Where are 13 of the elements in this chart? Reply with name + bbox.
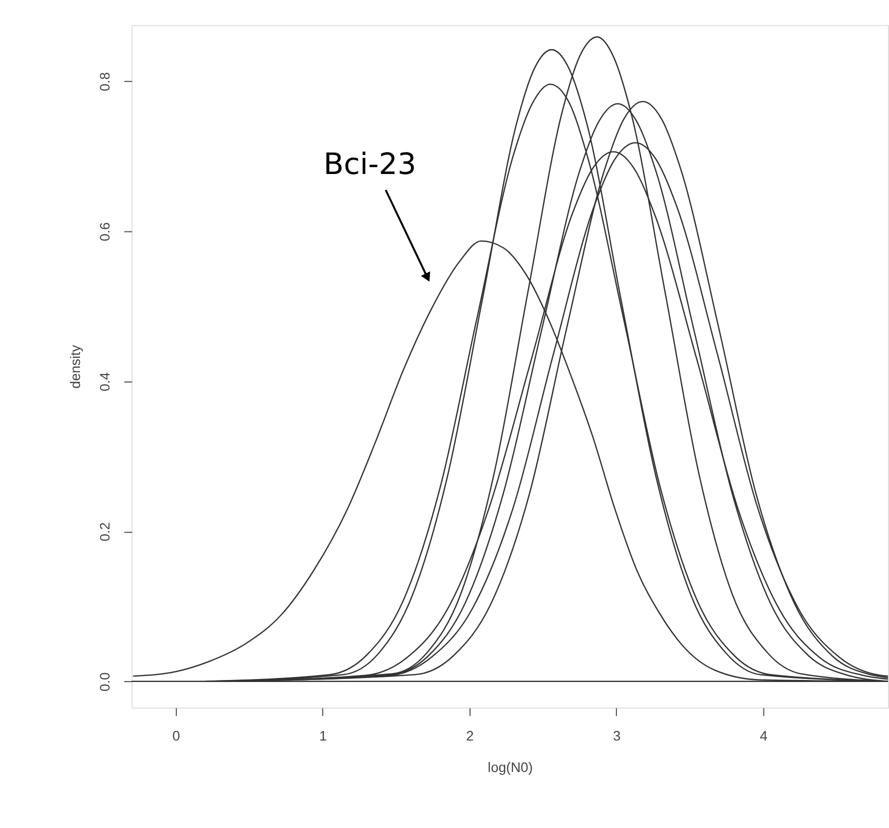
y-axis-title: density	[68, 344, 84, 389]
x-tick-label: 2	[466, 728, 474, 744]
y-tick-label: 0.2	[98, 522, 113, 542]
x-tick-label: 1	[319, 728, 327, 744]
x-tick-label: 0	[172, 728, 180, 744]
annotation: Bci-23	[324, 147, 416, 182]
x-tick-label: 3	[612, 728, 621, 744]
x-axis-title: log(N0)	[488, 760, 533, 775]
y-tick-label: 0.0	[98, 672, 113, 692]
y-tick-label: 0.4	[98, 372, 113, 392]
x-tick-label: 4	[760, 728, 768, 744]
y-tick-label: 0.8	[98, 72, 113, 92]
y-tick-label: 0.6	[98, 222, 113, 242]
